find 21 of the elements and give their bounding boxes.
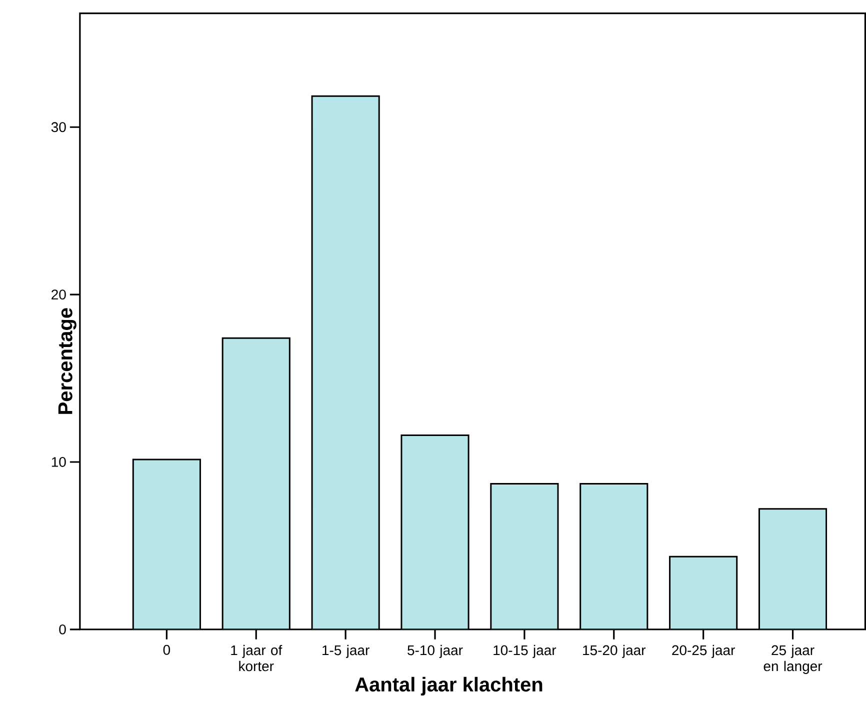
x-tick-label: 15-20 jaar [583,644,646,658]
y-tick-label: 30 [51,122,66,132]
x-tick-label: 5-10 jaar [408,644,463,658]
y-tick-label: 0 [59,624,66,634]
bar [222,338,290,630]
bar [133,459,200,630]
y-tick-label: 10 [52,456,66,467]
bar [670,556,737,630]
x-tick-label: 1 jaar of korter [231,644,282,672]
bar [401,435,469,630]
x-tick-label: 10-15 jaar [494,644,556,658]
x-axis-title: Aantal jaar klachten [355,676,542,696]
bar [580,484,648,630]
bar [490,484,558,630]
x-tick-label: 20-25 jaar [672,644,735,658]
y-axis-title: Percentage [58,308,76,414]
bar [312,96,380,630]
x-tick-label: 25 jaar en langer [764,644,822,674]
y-tick-label: 20 [52,289,66,300]
x-tick-label: 0 [163,644,170,655]
x-tick-label: 1-5 jaar [322,644,370,658]
